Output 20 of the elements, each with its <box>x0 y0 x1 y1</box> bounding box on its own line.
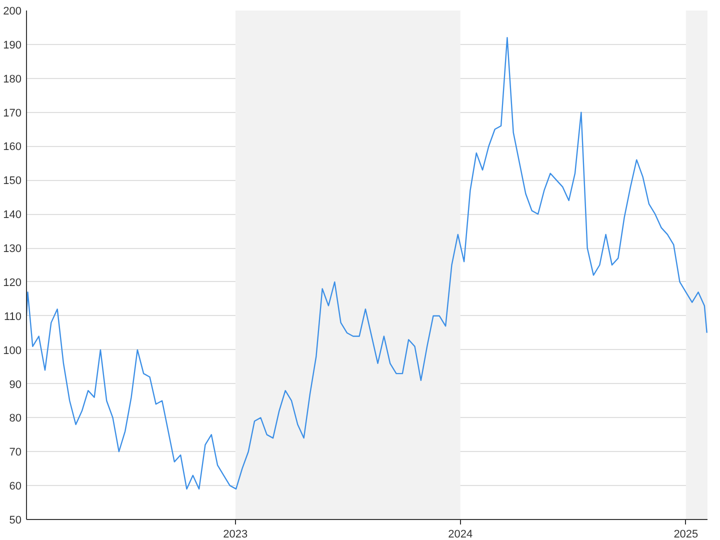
y-tick-label: 150 <box>3 175 22 188</box>
y-tick-label: 100 <box>3 344 22 357</box>
y-tick-label: 60 <box>9 480 22 493</box>
y-tick-label: 190 <box>3 39 22 52</box>
y-tick-label: 160 <box>3 141 22 154</box>
y-tick-label: 120 <box>3 276 22 289</box>
y-tick-label: 200 <box>3 6 22 18</box>
x-tick-label: 2025 <box>674 528 698 540</box>
x-tick-label: 2023 <box>223 528 248 540</box>
y-tick-label: 170 <box>3 107 22 120</box>
y-tick-label: 110 <box>4 310 22 323</box>
y-tick-label: 180 <box>3 73 22 86</box>
x-tick-label: 2024 <box>448 528 473 540</box>
y-tick-label: 80 <box>9 412 22 425</box>
y-tick-label: 70 <box>9 446 22 459</box>
line-series <box>26 37 708 490</box>
y-tick-label: 130 <box>3 243 22 256</box>
y-tick-label: 90 <box>9 378 22 391</box>
y-tick-label: 50 <box>9 514 22 526</box>
y-tick-label: 140 <box>3 209 22 222</box>
